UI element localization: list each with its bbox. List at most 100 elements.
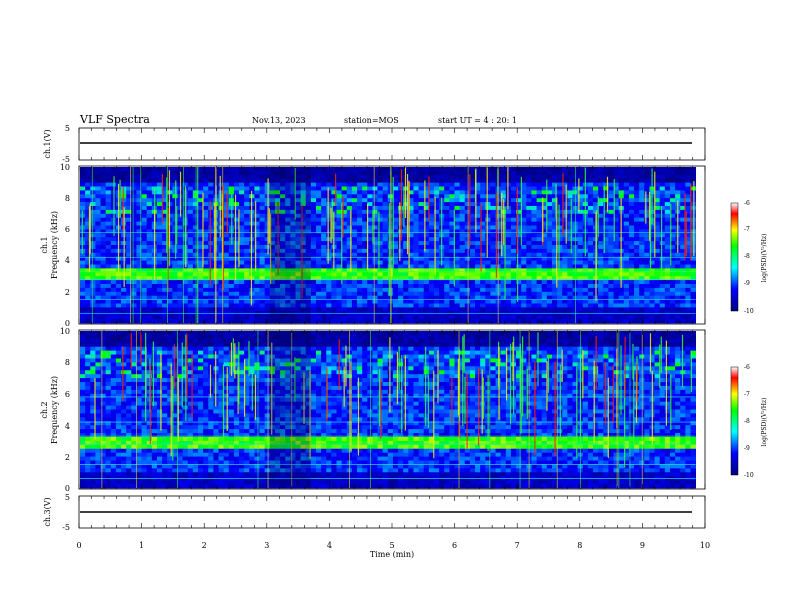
spectrogram-cell [110,287,117,293]
spectrogram-cell [557,280,563,285]
spectrogram-cell [433,260,440,265]
spectrogram-cell [156,284,163,289]
spectrogram-cell [475,209,481,215]
spectrogram-cell [408,284,414,289]
spectrogram-cell [500,170,507,176]
spectrogram-cell [623,167,630,172]
spectrogram-cell [321,299,327,304]
spectrogram-cell [516,280,522,285]
spectrogram-cell [110,307,117,312]
spectrogram-cell [341,167,348,172]
spectrogram-cell [228,174,235,180]
spectrogram-cell [634,233,640,238]
spectrogram-cell [259,221,266,226]
spectrogram-cell [290,182,296,187]
spectrogram-cell [105,319,112,324]
spectrogram-cell [541,303,548,308]
spectrogram-cell [218,276,225,281]
spectrogram-cell [203,237,209,242]
spectrogram-cell [290,319,296,324]
spectrogram-cell [126,241,132,246]
spectrogram-cell [280,229,286,234]
spectrogram-cell [218,233,225,238]
spectrogram-cell [372,264,378,269]
spectrogram-cell [208,295,214,300]
spectrogram-cell [392,174,399,180]
spectrogram-cell [233,276,240,281]
spectrogram-cell [654,202,661,207]
spectrogram-cell [551,206,558,211]
spectrogram-cell [80,303,86,308]
spectrogram-cell [526,174,532,180]
spectrogram-cell [85,213,91,219]
spectrogram-cell [228,182,235,187]
spectrogram-cell [310,319,317,324]
spectrogram-cell [413,170,419,176]
spectrogram-cell [639,256,645,261]
spectrogram-cell [239,241,245,246]
spectrogram-cell [295,272,301,277]
spectrogram-cell [162,213,168,219]
spectrogram-cell [403,245,409,250]
spectrogram-cell [382,299,389,304]
spectrogram-cell [80,291,86,297]
spectrogram-cell [449,319,455,324]
spectrogram-cell [233,241,240,246]
spectrogram-cell [141,291,148,297]
spectrogram-cell [669,287,676,293]
spectrogram-cell [341,268,348,273]
spectrogram-cell [372,233,378,238]
spectrogram-cell [485,280,491,285]
spectrogram-cell [264,202,271,207]
spectrogram-cell [300,217,307,222]
spectrogram-cell [249,260,255,265]
spectrogram-cell [331,174,337,180]
spectrogram-cell [351,280,358,285]
spectrogram-cell [562,315,568,320]
spectrogram-cell [423,170,430,176]
spectrogram-cell [197,319,204,324]
spectrogram-cell [510,299,517,304]
spectrogram-cell [536,307,543,312]
spectrogram-cell [208,256,214,261]
spectrogram-cell [126,272,132,277]
spectrogram-cell [239,202,245,207]
spectrogram-cell [603,299,609,304]
spectrogram-cell [444,315,450,320]
spectrogram-cell [449,272,455,277]
spectrogram-cell [131,280,137,285]
spectrogram-cell [367,233,373,238]
spectrogram-cell [454,299,461,304]
spectrogram-cell [531,167,537,172]
spectrogram-cell [305,194,312,199]
spectrogram-cell [115,272,122,277]
spectrogram-cell [187,233,194,238]
spectrogram-cell [382,182,389,187]
spectrogram-cell [382,252,389,258]
spectrogram-cell [131,213,137,219]
spectrogram-cell [136,198,142,203]
spectrogram-cell [444,241,450,246]
spectrogram-cell [598,237,604,242]
spectrogram-cell [428,245,435,250]
spectrogram-cell [480,213,486,219]
spectrogram-cell [126,284,132,289]
spectrogram-cell [562,233,568,238]
spectrogram-cell [315,209,322,215]
spectrogram-cell [541,248,548,254]
spectrogram-cell [131,256,137,261]
spectrogram-cell [562,194,568,199]
spectrogram-cell [454,307,461,312]
spectrogram-cell [131,260,137,265]
spectrogram-cell [608,186,614,191]
spectrogram-cell [146,190,153,195]
spectrogram-cell [290,241,296,246]
spectrogram-cell [162,276,168,281]
spectrogram-cell [321,202,327,207]
spectrogram-cell [346,303,353,308]
spectrogram-cell [423,303,430,308]
spectrogram-cell [362,280,368,285]
spectrogram-cell [598,315,604,320]
spectrogram-cell [223,190,230,195]
spectrogram-cell [654,276,661,281]
